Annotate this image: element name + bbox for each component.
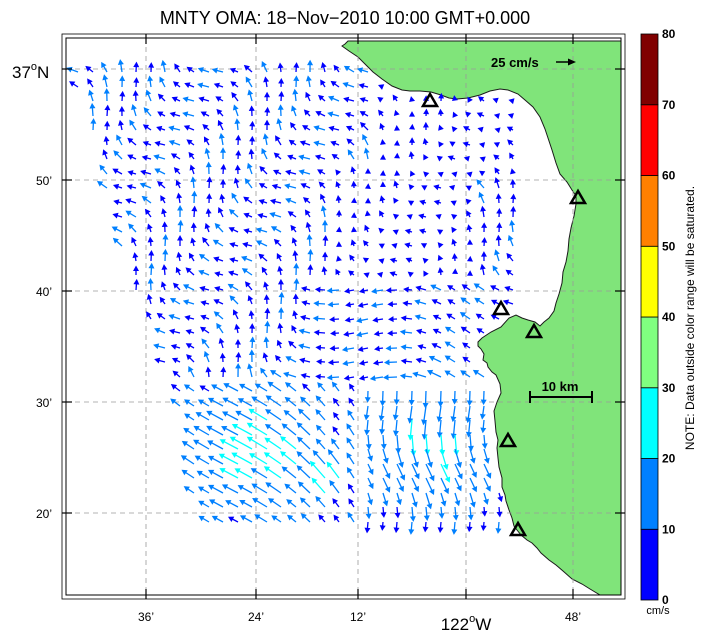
colorbar-tick-80: 80 <box>662 27 676 41</box>
colorbar <box>641 34 658 600</box>
lat-tick-20: 20’ <box>36 507 52 521</box>
lon-tick-12: 12’ <box>350 610 366 624</box>
colorbar-bin-7 <box>641 34 658 105</box>
lon-tick-48: 48’ <box>565 610 581 624</box>
scale-vector-label: 25 cm/s <box>491 55 539 70</box>
distance-scale-label: 10 km <box>542 379 579 394</box>
colorbar-tick-20: 20 <box>662 452 676 466</box>
colorbar-bin-3 <box>641 317 658 388</box>
lat-label-top: 37oN <box>12 61 49 82</box>
colorbar-tick-60: 60 <box>662 169 676 183</box>
colorbar-tick-30: 30 <box>662 381 676 395</box>
lat-tick-30: 30’ <box>36 396 52 410</box>
lon-tick-36: 36’ <box>138 610 154 624</box>
lon-tick-24: 24’ <box>248 610 264 624</box>
colorbar-bin-5 <box>641 176 658 247</box>
lat-tick-50: 50’ <box>36 174 52 188</box>
colorbar-tick-50: 50 <box>662 239 676 253</box>
colorbar-tick-10: 10 <box>662 522 676 536</box>
colorbar-bin-6 <box>641 105 658 176</box>
colorbar-bin-1 <box>641 459 658 530</box>
colorbar-unit: cm/s <box>646 605 670 617</box>
lon-label-main: 122oW <box>441 613 492 634</box>
colorbar-bin-2 <box>641 388 658 459</box>
colorbar-tick-70: 70 <box>662 98 676 112</box>
colorbar-bin-0 <box>641 529 658 600</box>
lat-tick-40: 40’ <box>36 285 52 299</box>
colorbar-bin-4 <box>641 246 658 317</box>
colorbar-tick-40: 40 <box>662 310 676 324</box>
map-title: MNTY OMA: 18−Nov−2010 10:00 GMT+0.000 <box>160 8 530 28</box>
colorbar-note: NOTE: Data outside color range will be s… <box>683 186 697 450</box>
